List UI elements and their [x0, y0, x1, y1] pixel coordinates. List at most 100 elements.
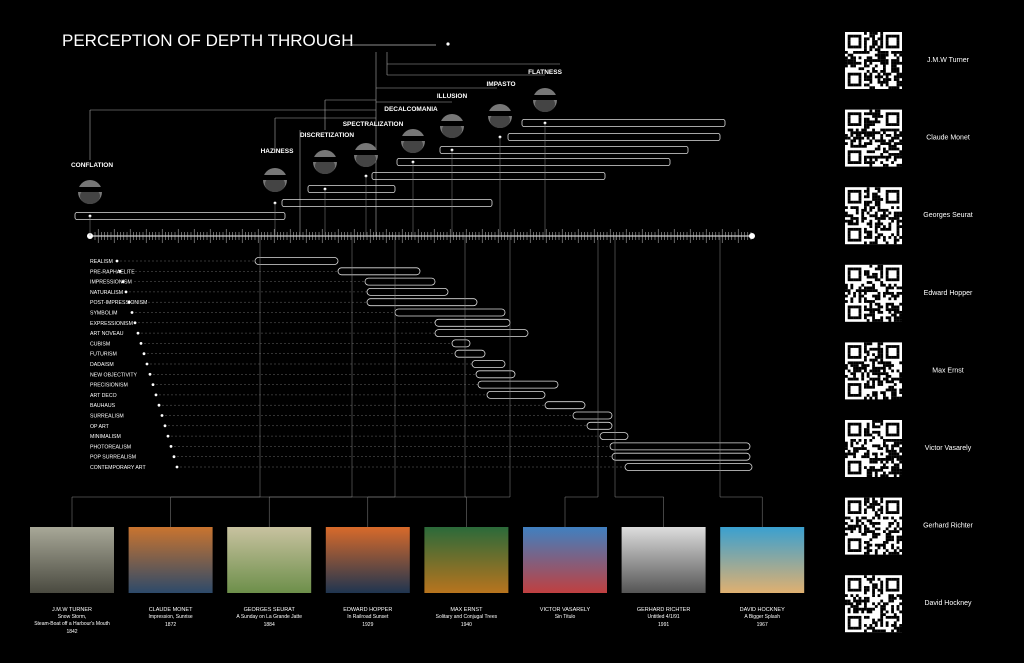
portrait [533, 88, 557, 112]
qr-module [885, 267, 889, 271]
qr-module [855, 588, 859, 592]
qr-module [885, 128, 889, 132]
qr-module [855, 211, 859, 215]
qr-module [872, 420, 875, 423]
qr-module [891, 396, 894, 400]
qr-module [861, 214, 865, 218]
qr-module [896, 524, 900, 528]
qr-module [847, 45, 851, 49]
qr-module [893, 75, 897, 79]
qr-module [885, 291, 889, 295]
qr-module [893, 551, 897, 555]
qr-module [880, 458, 884, 461]
qr-module [872, 272, 875, 276]
qr-module [872, 460, 875, 464]
qr-module [888, 319, 892, 322]
qr-module [874, 355, 878, 359]
title: PERCEPTION OF DEPTH THROUGH [62, 31, 354, 50]
qr-module [869, 610, 873, 614]
qr-module [850, 219, 854, 223]
qr-module [864, 546, 867, 550]
node-dot [154, 393, 158, 397]
qr-module [866, 549, 870, 552]
qr-module [847, 618, 851, 622]
qr-module [847, 430, 851, 434]
qr-module [891, 153, 894, 156]
qr-module [899, 310, 903, 314]
qr-module [853, 72, 856, 76]
qr-module [861, 444, 865, 448]
qr-module [858, 51, 862, 54]
qr-module [899, 388, 903, 392]
qr-module [896, 206, 900, 210]
qr-module [869, 241, 873, 245]
qr-module [855, 222, 859, 226]
qr-module [864, 117, 867, 121]
qr-module [877, 233, 881, 237]
qr-module [896, 503, 900, 506]
concept-span [521, 119, 726, 127]
qr-module [880, 350, 884, 354]
qr-module [866, 596, 870, 600]
qr-module [896, 142, 900, 145]
qr-module [888, 283, 892, 287]
qr-module [858, 524, 862, 528]
artwork-image [30, 527, 114, 593]
qr-module [847, 192, 851, 196]
movement-span [572, 411, 613, 420]
movement-span [586, 421, 613, 430]
qr-module [880, 42, 884, 46]
qr-module [861, 208, 865, 212]
qr-module [896, 629, 900, 633]
qr-module [855, 136, 859, 140]
qr-module [847, 511, 851, 514]
qr-module [888, 128, 892, 132]
qr-module [858, 621, 862, 625]
qr-module [874, 115, 878, 118]
qr-module [893, 530, 897, 533]
qr-module [899, 61, 903, 65]
qr-module [872, 134, 875, 137]
qr-module [877, 302, 881, 306]
qr-module [874, 48, 878, 52]
qr-module [893, 441, 897, 445]
qr-module [880, 505, 884, 509]
qr-module [883, 463, 886, 467]
qr-module [845, 441, 848, 445]
node-dot [151, 383, 155, 386]
qr-module [872, 275, 875, 279]
qr-module [896, 80, 900, 84]
qr-module [872, 112, 875, 116]
qr-module [891, 355, 894, 359]
qr-module [847, 449, 851, 453]
qr-module [858, 428, 862, 431]
qr-module [872, 532, 875, 536]
qr-module [885, 353, 889, 357]
concept-span [307, 185, 396, 193]
qr-module [885, 192, 889, 196]
qr-module [883, 238, 886, 242]
qr-module [877, 48, 881, 52]
qr-module [899, 155, 903, 159]
qr-module [893, 294, 897, 298]
qr-module [872, 383, 875, 386]
qr-module [874, 238, 878, 242]
qr-module [847, 377, 851, 381]
qr-module [888, 596, 892, 600]
qr-module [872, 505, 875, 509]
qr-module [855, 355, 859, 359]
qr-module [866, 353, 870, 357]
qr-module [847, 227, 851, 231]
qr-module [896, 422, 900, 426]
qr-module [883, 372, 886, 376]
qr-module [861, 131, 865, 135]
qr-module [885, 500, 889, 504]
qr-module [883, 439, 886, 442]
qr-module [885, 34, 889, 38]
qr-module [883, 361, 886, 365]
qr-module [858, 618, 862, 622]
qr-module [872, 313, 875, 317]
movement-span [434, 318, 511, 327]
qr-module [847, 37, 851, 41]
qr-module [883, 444, 886, 448]
